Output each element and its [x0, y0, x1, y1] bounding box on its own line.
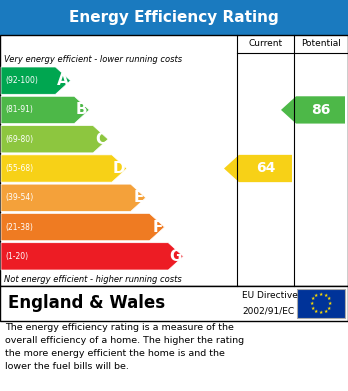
Text: B: B — [76, 102, 87, 117]
Text: Not energy efficient - higher running costs: Not energy efficient - higher running co… — [4, 274, 182, 283]
Text: ★: ★ — [311, 296, 315, 301]
Text: ★: ★ — [323, 293, 328, 298]
Text: ★: ★ — [314, 309, 318, 314]
Text: F: F — [152, 220, 163, 235]
Text: The energy efficiency rating is a measure of the
overall efficiency of a home. T: The energy efficiency rating is a measur… — [5, 323, 244, 371]
Text: 64: 64 — [256, 161, 275, 176]
Text: ★: ★ — [311, 306, 315, 310]
Text: (92-100): (92-100) — [5, 76, 38, 85]
Text: (1-20): (1-20) — [5, 252, 28, 261]
Text: 2002/91/EC: 2002/91/EC — [242, 307, 294, 316]
Text: Very energy efficient - lower running costs: Very energy efficient - lower running co… — [4, 56, 182, 65]
Text: (81-91): (81-91) — [5, 106, 33, 115]
Polygon shape — [1, 96, 89, 124]
Text: Energy Efficiency Rating: Energy Efficiency Rating — [69, 10, 279, 25]
Text: ★: ★ — [327, 296, 331, 301]
Polygon shape — [1, 126, 108, 153]
Text: E: E — [133, 190, 144, 205]
Text: ★: ★ — [309, 301, 314, 306]
Text: 86: 86 — [311, 103, 330, 117]
Polygon shape — [1, 243, 183, 270]
Polygon shape — [1, 184, 146, 212]
Text: ★: ★ — [319, 310, 323, 315]
Text: ★: ★ — [327, 306, 331, 310]
Polygon shape — [1, 213, 165, 241]
Bar — [0, 0, 348, 35]
Bar — [0, 286, 348, 321]
Text: ★: ★ — [314, 293, 318, 298]
Polygon shape — [281, 96, 345, 124]
Text: (55-68): (55-68) — [5, 164, 33, 173]
Bar — [297, 289, 345, 318]
Text: (69-80): (69-80) — [5, 135, 33, 144]
Text: C: C — [95, 132, 106, 147]
Text: Potential: Potential — [301, 39, 341, 48]
Text: A: A — [57, 73, 69, 88]
Text: ★: ★ — [328, 301, 332, 306]
Text: (39-54): (39-54) — [5, 193, 33, 202]
Text: ★: ★ — [319, 292, 323, 297]
Bar — [0, 35, 348, 286]
Polygon shape — [224, 155, 292, 182]
Polygon shape — [1, 155, 127, 182]
Text: (21-38): (21-38) — [5, 222, 33, 231]
Text: EU Directive: EU Directive — [242, 292, 298, 301]
Text: England & Wales: England & Wales — [8, 294, 165, 312]
Text: D: D — [112, 161, 125, 176]
Polygon shape — [1, 67, 71, 94]
Text: ★: ★ — [323, 309, 328, 314]
Text: Current: Current — [248, 39, 283, 48]
Text: G: G — [169, 249, 181, 264]
